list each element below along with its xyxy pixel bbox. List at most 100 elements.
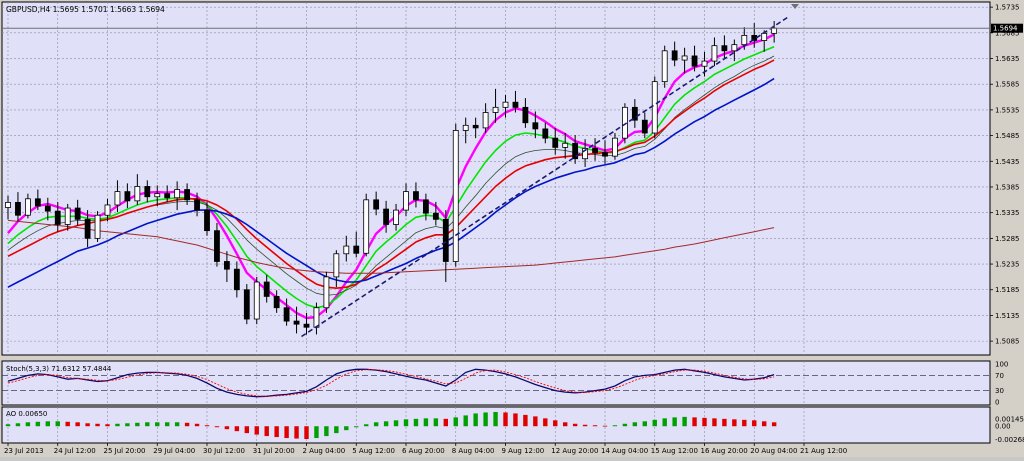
candle <box>204 201 210 236</box>
time-axis[interactable]: 23 Jul 2013 24 Jul 12:00 25 Jul 20:00 29 Ju… <box>4 443 847 455</box>
candle-body-bear <box>383 208 390 225</box>
candle <box>661 45 668 88</box>
main-price-axis[interactable]: 1.5735 1.5685 1.5635 1.5585 1.5535 1.5485 1.54… <box>990 4 1020 346</box>
candle <box>54 201 61 232</box>
ao-bar <box>503 412 508 427</box>
candle-body-bull <box>612 137 618 157</box>
candle-body-bear <box>34 198 41 207</box>
ao-bar <box>582 424 588 427</box>
candle-body-bull <box>771 27 778 34</box>
candle-body-bear <box>144 186 151 198</box>
time-tick-label: 25 Jul 20:00 <box>104 447 146 455</box>
ao-bar <box>274 426 279 438</box>
ao-bar <box>75 422 80 427</box>
trendline[interactable] <box>301 15 790 338</box>
candle-body-bear <box>691 55 698 67</box>
ao-bar <box>692 417 697 427</box>
ao-bar <box>473 413 478 427</box>
candle <box>651 76 658 139</box>
candle <box>283 298 290 326</box>
ao-bar <box>672 417 677 427</box>
stochastic-title: Stoch(5,3,3) 71.6312 57.4844 <box>6 365 112 373</box>
ao-bar <box>314 426 319 439</box>
candle-body-bull <box>174 189 181 199</box>
candle <box>233 261 240 298</box>
current-price-marker: 1.5694 <box>991 23 1023 33</box>
ao-bar <box>304 426 309 440</box>
moving-average-line <box>7 45 775 309</box>
candle-body-bull <box>64 207 71 225</box>
candle <box>154 185 161 206</box>
candle <box>681 47 688 74</box>
candle <box>631 99 638 128</box>
candle <box>363 193 370 257</box>
candle <box>671 41 678 67</box>
candle <box>114 180 121 213</box>
candle <box>104 198 111 222</box>
candle-body-bull <box>403 191 409 211</box>
ao-bar <box>513 413 518 427</box>
candle-body-bear <box>273 296 280 309</box>
price-tick-label: 1.5185 <box>995 286 1020 294</box>
candle <box>84 210 91 248</box>
candle-body-bear <box>263 281 270 297</box>
candle <box>422 193 429 221</box>
candle-body-bear <box>233 268 240 291</box>
ao-bar <box>433 418 439 427</box>
candlesticks <box>5 21 778 335</box>
candle <box>403 183 409 217</box>
candle-body-bear <box>422 199 429 214</box>
price-tick-label: 1.5135 <box>995 312 1020 320</box>
ao-bar <box>354 426 359 428</box>
stochastic-tick-label: 30 <box>995 387 1004 395</box>
ao-bar <box>155 422 160 427</box>
ao-bar <box>771 422 777 427</box>
ao-bar <box>682 416 687 427</box>
stochastic-panel[interactable]: Stoch(5,3,3) 71.6312 57.4844 100 70 30 0 <box>1 360 1008 407</box>
candle-body-bear <box>532 122 539 130</box>
candle <box>134 174 141 205</box>
candle-body-bull <box>462 124 469 131</box>
ao-bar <box>284 426 289 439</box>
ao-bar <box>5 424 11 427</box>
candle <box>94 211 101 242</box>
candle <box>174 181 181 211</box>
main-price-panel[interactable]: GBPUSD,H4 1.5695 1.5701 1.5663 1.5694 1.… <box>1 1 1023 356</box>
candle <box>5 195 11 220</box>
ao-bar <box>25 422 31 427</box>
candle-body-bear <box>15 201 21 216</box>
chart-shift-marker-icon[interactable] <box>791 4 799 9</box>
candle-body-bear <box>572 142 579 160</box>
candle <box>721 35 728 59</box>
ao-bar <box>742 419 747 427</box>
ao-bar <box>55 421 60 427</box>
ao-bar <box>383 421 389 427</box>
ao-bar <box>702 417 707 427</box>
candle <box>333 250 340 288</box>
ao-bar <box>563 422 568 427</box>
candle <box>194 192 200 217</box>
ao-bar <box>344 426 349 431</box>
candle-body-bull <box>104 204 111 216</box>
candle-body-bear <box>283 307 290 322</box>
ao-bar <box>85 423 90 427</box>
price-tick-label: 1.5685 <box>995 29 1020 37</box>
candle <box>223 251 230 283</box>
candle <box>323 271 330 313</box>
candle-body-bull <box>761 32 768 41</box>
candle-body-bear <box>204 209 210 232</box>
moving-average-line <box>7 77 775 288</box>
candle-body-bear <box>592 148 598 153</box>
ao-bar <box>393 420 399 427</box>
candle <box>253 276 260 325</box>
candle-body-bear <box>552 137 559 148</box>
stochastic-plot-area <box>1 360 991 406</box>
ao-bar <box>105 424 110 427</box>
candle <box>602 140 608 164</box>
candle <box>273 290 280 313</box>
current-price-label: 1.5694 <box>993 25 1018 33</box>
time-tick-label: 20 Aug 04:00 <box>750 447 797 455</box>
time-tick-label: 5 Aug 12:00 <box>352 447 395 455</box>
ao-bar <box>244 426 249 434</box>
